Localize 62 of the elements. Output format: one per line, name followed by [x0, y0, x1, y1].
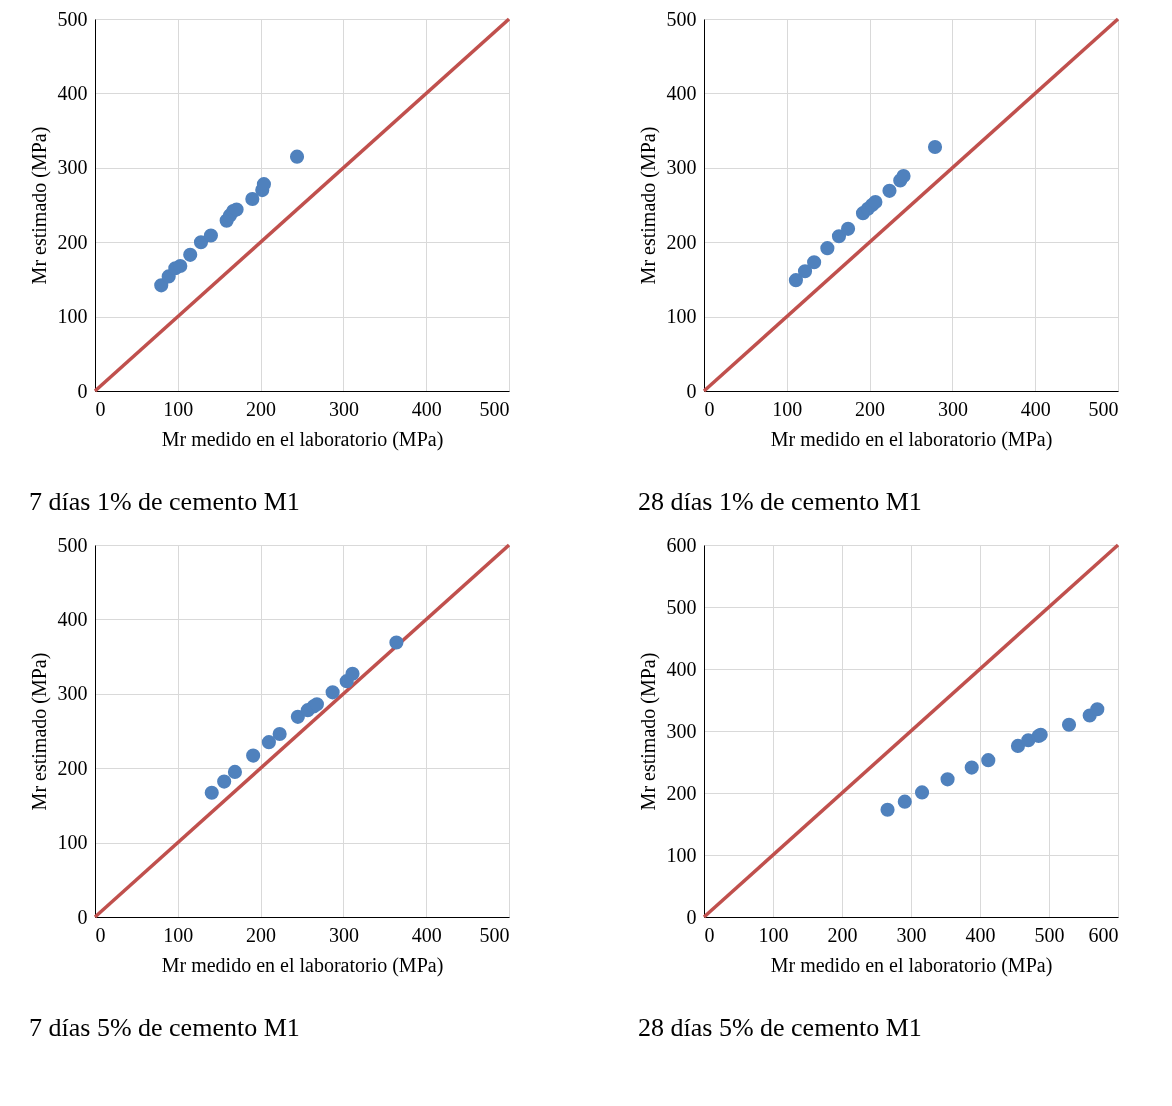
y-tick-label: 500: [57, 7, 88, 30]
x-tick-label: 200: [246, 397, 277, 420]
y-tick-label: 500: [666, 7, 697, 30]
y-tick-label: 200: [666, 230, 697, 253]
y-tick-label: 200: [57, 230, 88, 253]
y-tick-label: 400: [57, 81, 88, 104]
y-tick-label: 300: [666, 719, 697, 742]
x-tick-label: 600: [1088, 923, 1119, 946]
x-axis-title: Mr medido en el laboratorio (MPa): [161, 427, 444, 451]
x-tick-label: 0: [704, 397, 715, 420]
y-tick-label: 500: [666, 595, 697, 618]
y-tick-label: 100: [57, 305, 88, 328]
y-tick-label: 400: [57, 607, 88, 630]
x-tick-label: 300: [328, 923, 359, 946]
text: 7 días 1% de cemento M1: [29, 487, 300, 516]
x-tick-label: 100: [758, 923, 789, 946]
y-tick-label: 500: [57, 533, 88, 556]
x-tick-label: 500: [479, 397, 510, 420]
y-tick-label: 200: [666, 781, 697, 804]
y-tick-label: 200: [57, 756, 88, 779]
text: 7 días 5% de cemento M1: [29, 1013, 300, 1042]
x-axis-title: Mr medido en el laboratorio (MPa): [770, 953, 1053, 977]
text: 28 días 5% de cemento M1: [638, 1013, 922, 1042]
y-tick-label: 300: [57, 682, 88, 705]
y-tick-label: 100: [57, 831, 88, 854]
y-axis-title: Mr estimado (MPa): [636, 652, 660, 811]
y-axis-title: Mr estimado (MPa): [27, 652, 51, 811]
x-tick-label: 400: [411, 397, 442, 420]
x-tick-label: 100: [163, 923, 194, 946]
x-tick-label: 500: [1088, 397, 1119, 420]
y-tick-label: 600: [666, 533, 697, 556]
x-tick-label: 200: [855, 397, 886, 420]
x-tick-label: 300: [896, 923, 927, 946]
x-tick-label: 0: [95, 397, 106, 420]
x-tick-label: 0: [95, 923, 106, 946]
y-tick-label: 0: [77, 379, 88, 402]
y-axis-title: Mr estimado (MPa): [27, 126, 51, 285]
y-tick-label: 0: [686, 379, 697, 402]
x-tick-label: 100: [772, 397, 803, 420]
x-tick-label: 100: [163, 397, 194, 420]
x-tick-label: 200: [246, 923, 277, 946]
y-tick-label: 0: [686, 905, 697, 928]
x-tick-label: 400: [411, 923, 442, 946]
y-tick-label: 0: [77, 905, 88, 928]
y-tick-label: 100: [666, 843, 697, 866]
y-tick-label: 300: [666, 156, 697, 179]
x-tick-label: 400: [965, 923, 996, 946]
y-tick-label: 400: [666, 657, 697, 680]
text: 28 días 1% de cemento M1: [638, 487, 922, 516]
x-tick-label: 0: [704, 923, 715, 946]
x-tick-label: 500: [1034, 923, 1065, 946]
y-tick-label: 300: [57, 156, 88, 179]
y-tick-label: 100: [666, 305, 697, 328]
y-axis-title: Mr estimado (MPa): [636, 126, 660, 285]
x-tick-label: 400: [1020, 397, 1051, 420]
x-tick-label: 500: [479, 923, 510, 946]
x-tick-label: 200: [827, 923, 858, 946]
x-axis-title: Mr medido en el laboratorio (MPa): [161, 953, 444, 977]
y-tick-label: 400: [666, 81, 697, 104]
x-axis-title: Mr medido en el laboratorio (MPa): [770, 427, 1053, 451]
x-tick-label: 300: [937, 397, 968, 420]
x-tick-label: 300: [328, 397, 359, 420]
